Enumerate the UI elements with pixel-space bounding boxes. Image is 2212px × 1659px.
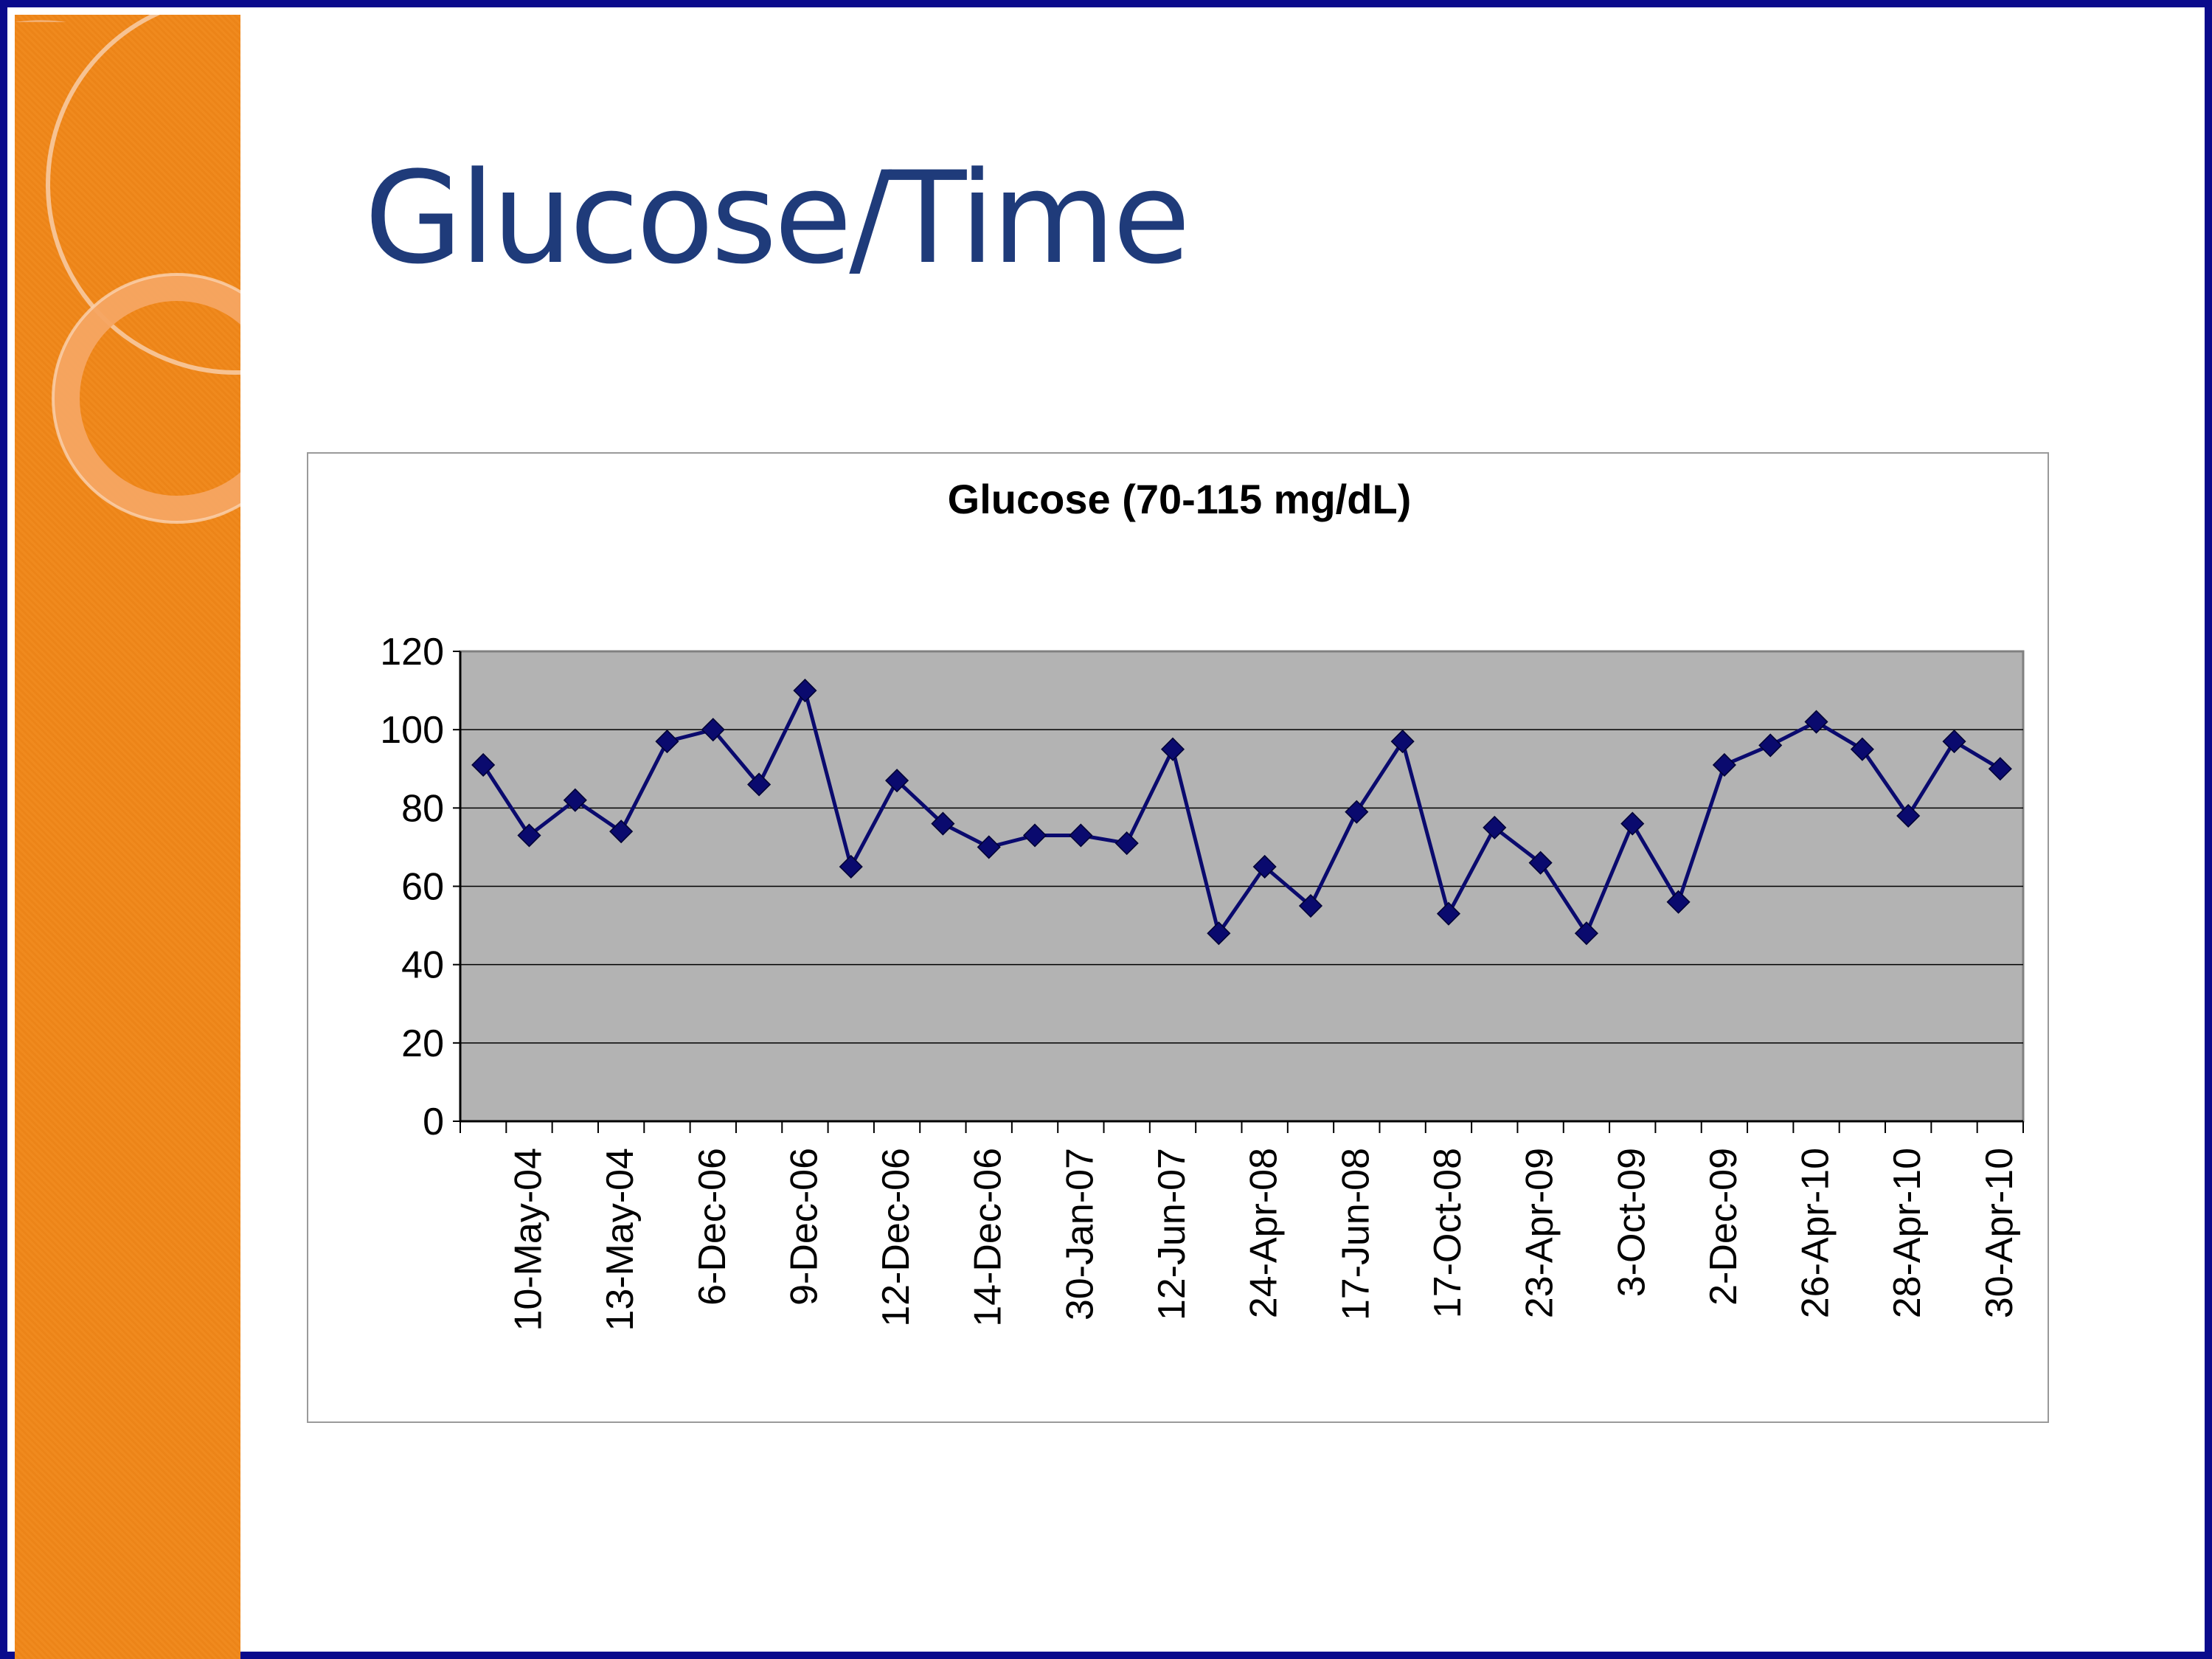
data-point-marker	[1390, 730, 1415, 754]
y-tick-label: 100	[380, 709, 444, 752]
data-point-marker	[517, 823, 541, 848]
data-point-marker	[563, 788, 587, 812]
data-point-marker	[609, 820, 634, 844]
data-point-marker	[1069, 823, 1093, 848]
data-point-marker	[1896, 803, 1921, 828]
data-point-marker	[1483, 815, 1507, 839]
x-tick-label: 6-Dec-06	[691, 1148, 734, 1306]
x-tick-label: 10-May-04	[507, 1148, 549, 1331]
x-tick-label: 3-Oct-09	[1610, 1148, 1653, 1297]
data-point-marker	[1712, 752, 1736, 777]
data-point-marker	[1528, 851, 1553, 875]
x-tick-label: 17-Oct-08	[1426, 1148, 1469, 1318]
data-point-marker	[1345, 800, 1369, 824]
x-tick-label: 28-Apr-10	[1886, 1148, 1929, 1318]
data-point-marker	[747, 772, 772, 797]
plot-area: 0 20 40 60 80 100 120 10-May-04 13-May-04 6-Dec-0…	[380, 631, 2025, 1331]
data-point-marker	[1252, 854, 1277, 879]
data-point-marker	[793, 679, 817, 703]
data-point-marker	[839, 854, 863, 879]
y-tick-label: 0	[423, 1101, 444, 1143]
x-tick-label: 23-Apr-09	[1519, 1148, 1561, 1318]
y-tick-label: 60	[401, 866, 444, 909]
data-point-marker	[931, 811, 955, 836]
chart-title: Glucose (70-115 mg/dL)	[948, 476, 1412, 522]
decorative-side-band	[15, 15, 240, 1659]
x-tick-label: 30-Jan-07	[1058, 1148, 1101, 1320]
y-tick-label: 40	[401, 944, 444, 987]
x-tick-label: 17-Jun-08	[1334, 1148, 1377, 1320]
y-tick-label: 80	[401, 787, 444, 830]
data-point-marker	[977, 835, 1001, 859]
data-point-marker	[655, 730, 679, 754]
x-tick-label: 2-Dec-09	[1702, 1148, 1745, 1306]
data-point-marker	[1160, 737, 1185, 761]
data-point-marker	[1574, 921, 1598, 946]
data-point-marker	[1988, 757, 2012, 781]
glucose-series-line	[482, 688, 2002, 935]
data-point-marker	[885, 769, 909, 793]
x-tick-label: 12-Jun-07	[1151, 1148, 1193, 1320]
x-tick-label: 12-Dec-06	[875, 1148, 918, 1327]
x-tick-label: 9-Dec-06	[783, 1148, 825, 1306]
x-tick-label: 24-Apr-08	[1243, 1148, 1286, 1318]
y-tick-label: 120	[380, 631, 444, 673]
data-point-marker	[1022, 823, 1047, 848]
data-point-marker	[701, 718, 725, 742]
slide-title: Glucose/Time	[364, 144, 1190, 292]
x-tick-label: 30-Apr-10	[1978, 1148, 2021, 1318]
y-tick-label: 20	[401, 1022, 444, 1065]
data-point-marker	[1298, 893, 1323, 918]
data-point-marker	[1804, 710, 1828, 734]
data-point-marker	[1758, 733, 1783, 758]
x-tick-label: 13-May-04	[599, 1148, 642, 1331]
data-point-marker	[1114, 831, 1139, 856]
data-point-marker	[1436, 901, 1461, 926]
data-point-marker	[1620, 811, 1645, 836]
chart-container: Glucose (70-115 mg/dL) 0 20 40 60 80 100 120 10…	[307, 452, 2049, 1423]
data-point-marker	[1207, 921, 1231, 946]
data-point-marker	[471, 752, 496, 777]
data-point-marker	[1942, 730, 1966, 754]
data-point-marker	[1666, 890, 1691, 914]
data-point-marker	[1850, 737, 1874, 761]
x-tick-label: 14-Dec-06	[967, 1148, 1010, 1327]
x-tick-label: 26-Apr-10	[1795, 1148, 1837, 1318]
glucose-line-chart: Glucose (70-115 mg/dL) 0 20 40 60 80 100 120 10…	[380, 476, 2025, 1331]
decorative-circles	[15, 15, 240, 524]
